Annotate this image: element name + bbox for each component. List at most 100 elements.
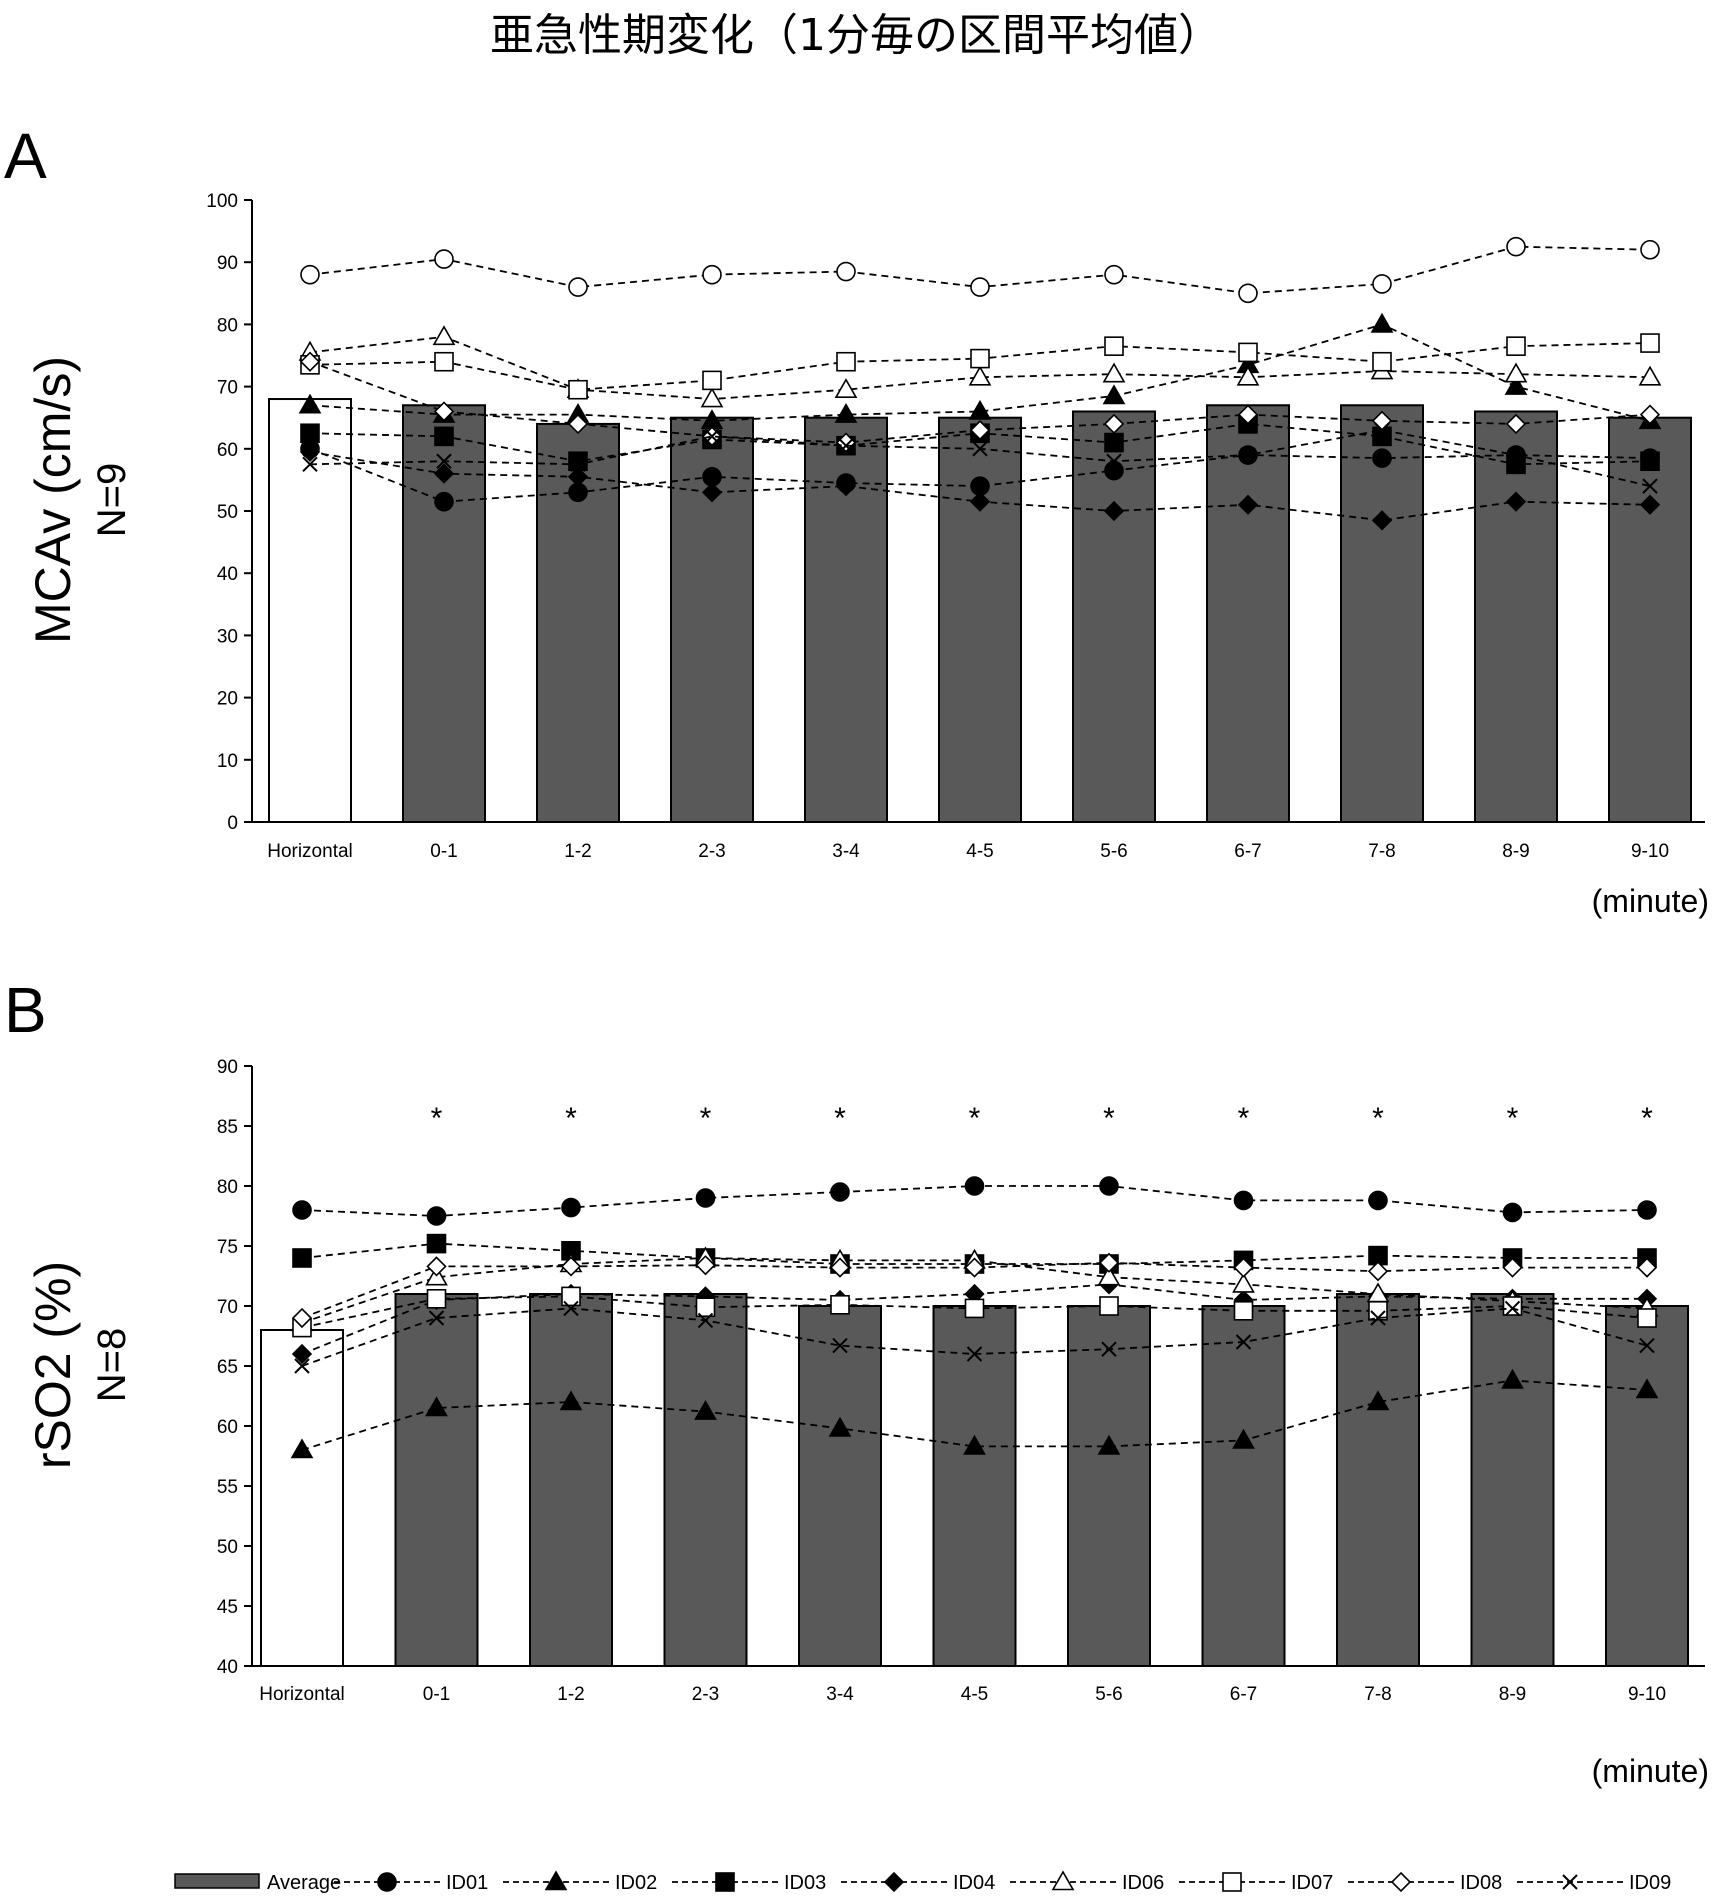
data-point	[1506, 454, 1526, 475]
legend-marker	[1390, 1871, 1412, 1893]
panel-a: A MCAv (cm/s) N=9 0 10 20 30 40 50 60 70 80 90 100 Hor…	[4, 120, 1709, 919]
y-tick-label: 70	[217, 378, 238, 399]
significance-mark: *	[431, 1102, 443, 1135]
significance-mark: *	[1238, 1102, 1250, 1135]
y-tick-label: 20	[217, 689, 238, 710]
data-point	[1637, 1200, 1657, 1220]
series-id05	[300, 236, 1660, 304]
y-tick-label: 85	[217, 1117, 238, 1138]
bar-average	[1608, 416, 1692, 823]
data-point	[434, 249, 454, 269]
series-line	[309, 447, 1651, 503]
bar-average	[663, 1293, 748, 1667]
x-tick-label: 5-6	[1100, 841, 1127, 862]
legend-swatch	[174, 1873, 260, 1889]
data-point	[1102, 362, 1126, 383]
y-tick-label: 0	[227, 813, 238, 834]
data-point	[1637, 1308, 1657, 1328]
data-point	[436, 453, 452, 469]
data-point	[834, 402, 858, 423]
data-point	[1237, 494, 1259, 515]
data-point	[1370, 312, 1394, 333]
data-point	[704, 428, 720, 445]
data-point	[1233, 1190, 1254, 1211]
data-point	[1371, 510, 1393, 531]
y-tick-label: 30	[217, 626, 238, 647]
legend-item-id09: ID09	[1517, 1872, 1671, 1894]
data-point	[291, 1343, 313, 1365]
legend-label: ID07	[1291, 1872, 1333, 1894]
y-tick-label: 10	[217, 751, 238, 772]
data-point	[1640, 333, 1660, 353]
data-point	[838, 437, 854, 454]
data-point	[300, 264, 320, 285]
data-point	[1236, 365, 1260, 386]
x-tick-label: Horizontal	[267, 841, 353, 862]
data-point	[299, 441, 321, 463]
data-point	[559, 1390, 583, 1411]
data-point	[433, 463, 455, 484]
data-point	[570, 456, 586, 473]
n-label: N=9	[90, 463, 134, 538]
x-tick-label: Horizontal	[259, 1684, 345, 1705]
data-point	[432, 325, 456, 346]
x-tick-label: 6-7	[1230, 1684, 1257, 1705]
legend-label: Average	[267, 1872, 341, 1894]
data-point	[1504, 374, 1528, 395]
data-point	[836, 261, 856, 282]
data-point	[1238, 283, 1258, 304]
y-tick-label: 90	[217, 1057, 238, 1078]
bar-average	[798, 1305, 882, 1667]
significance-mark: *	[700, 1102, 712, 1135]
y-tick-label: 80	[217, 1177, 238, 1198]
x-tick-label: 7-8	[1364, 1684, 1391, 1705]
series-line	[309, 360, 1651, 444]
data-point	[1366, 1390, 1390, 1411]
series-line	[309, 335, 1651, 400]
series-id02	[290, 1368, 1659, 1459]
data-point	[1501, 1368, 1524, 1389]
x-tick-label: 1-2	[564, 841, 591, 862]
data-point	[1367, 1261, 1389, 1282]
data-point	[830, 1182, 850, 1202]
legend-item-id04: ID04	[841, 1871, 995, 1894]
data-point	[1508, 447, 1524, 463]
legend-marker	[377, 1872, 397, 1892]
data-point	[434, 491, 454, 512]
bar-average	[1201, 1305, 1286, 1667]
legend-item-id01: ID01	[334, 1872, 488, 1894]
data-point	[426, 1256, 447, 1277]
y-tick-label: 100	[206, 191, 238, 212]
series-id07	[300, 333, 1660, 400]
data-point	[1372, 351, 1392, 372]
legend-marker	[1562, 1874, 1578, 1890]
legend-label: ID02	[615, 1872, 657, 1894]
data-point	[964, 1176, 985, 1196]
x-tick-label: 4-5	[966, 841, 993, 862]
x-tick-label: 2-3	[698, 841, 725, 862]
data-point	[1106, 453, 1122, 469]
y-tick-label: 65	[217, 1357, 238, 1378]
x-tick-label: 8-9	[1499, 1684, 1526, 1705]
data-point	[1506, 336, 1526, 356]
data-point	[1103, 413, 1125, 435]
data-point	[561, 1286, 581, 1307]
data-point	[972, 441, 988, 457]
data-point	[291, 1307, 313, 1329]
y-tick-label: 90	[217, 253, 238, 274]
legend-marker	[1222, 1872, 1242, 1892]
data-point	[1104, 336, 1124, 356]
bar-average	[1474, 410, 1558, 823]
data-point	[1368, 1190, 1388, 1211]
series-id07	[292, 1286, 1657, 1338]
data-point	[1101, 1341, 1117, 1357]
legend-item-id06: ID06	[1010, 1870, 1164, 1894]
significance-mark: *	[834, 1102, 846, 1135]
data-point	[1240, 447, 1256, 463]
y-tick-label: 40	[217, 564, 238, 585]
legend-item-average: Average	[174, 1872, 341, 1894]
data-point	[1635, 1378, 1659, 1399]
legend-marker	[883, 1871, 905, 1893]
data-point	[302, 456, 318, 473]
data-point	[434, 426, 454, 447]
